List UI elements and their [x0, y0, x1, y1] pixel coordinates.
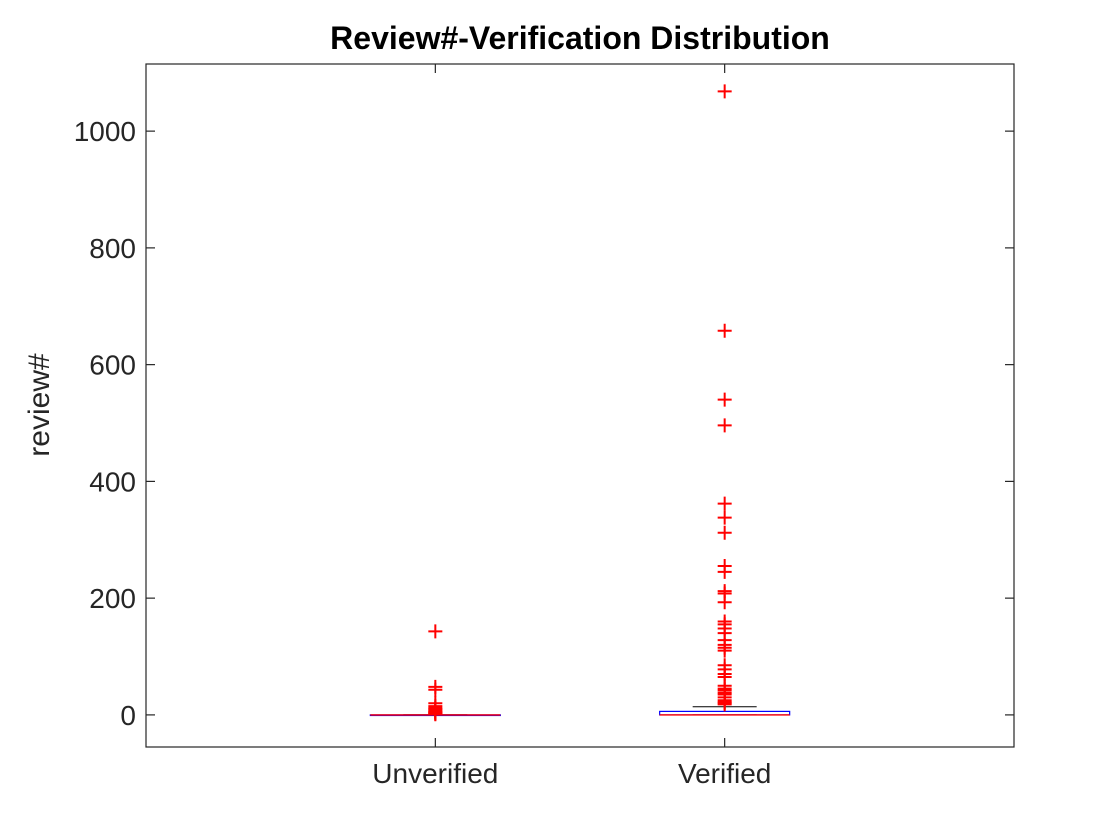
- outlier-point: [428, 624, 443, 639]
- outlier-point: [717, 323, 732, 338]
- chart-title: Review#-Verification Distribution: [330, 20, 830, 56]
- outlier-point: [717, 643, 732, 658]
- y-tick-label: 200: [89, 583, 136, 614]
- outlier-point: [717, 595, 732, 610]
- outlier-point: [717, 564, 732, 579]
- outlier-point: [717, 84, 732, 99]
- outlier-point: [717, 496, 732, 511]
- outlier-point: [717, 418, 732, 433]
- outlier-point: [717, 697, 732, 712]
- y-tick-label: 400: [89, 466, 136, 497]
- plot-area: 0 200 400 600 800 1000 Unverified Verified: [74, 64, 1014, 789]
- y-tick-label: 1000: [74, 116, 136, 147]
- outlier-point: [717, 525, 732, 540]
- y-axis-label: review#: [23, 353, 56, 457]
- y-tick-label: 600: [89, 350, 136, 381]
- x-tick-label: Verified: [678, 758, 771, 789]
- outlier-point: [717, 510, 732, 525]
- outlier-point: [717, 392, 732, 407]
- x-tick-label: Unverified: [372, 758, 498, 789]
- axes-frame: [145, 63, 1015, 748]
- outlier-point: [428, 682, 443, 697]
- y-tick-label: 800: [89, 233, 136, 264]
- y-tick-label: 0: [120, 700, 136, 731]
- outlier-point: [428, 707, 443, 722]
